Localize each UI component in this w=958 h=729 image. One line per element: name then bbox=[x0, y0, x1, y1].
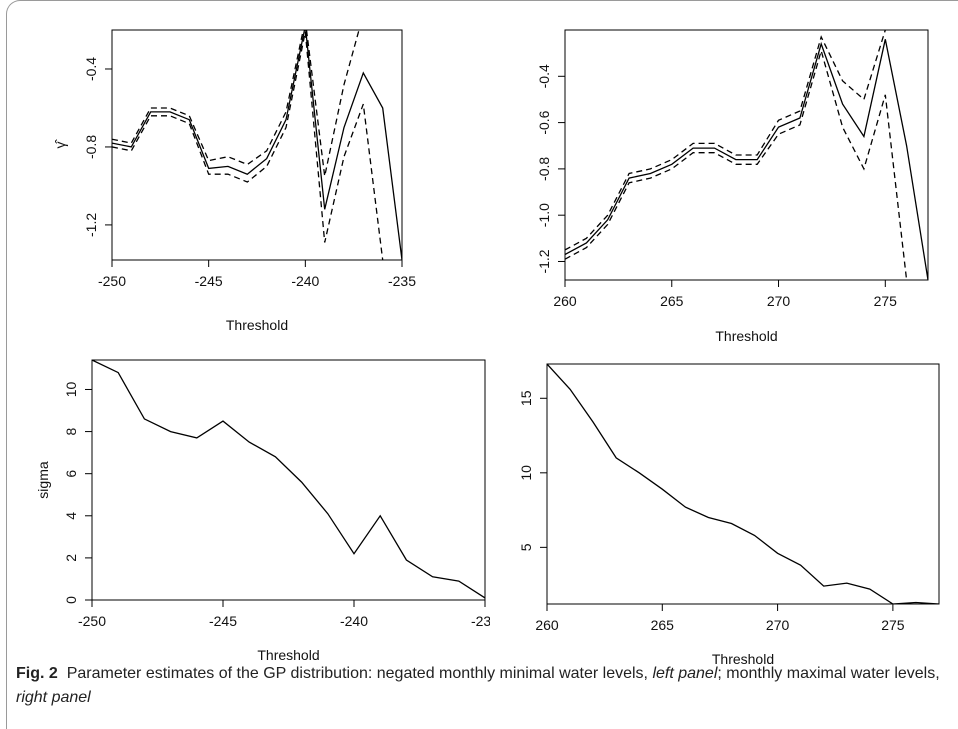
caption-left-panel: left panel bbox=[652, 665, 718, 682]
y-tick-label: 6 bbox=[63, 470, 79, 478]
y-tick-label: 4 bbox=[63, 512, 79, 520]
x-tick-label: -235 bbox=[388, 273, 416, 289]
confidence-band-line bbox=[112, 30, 360, 177]
x-tick-label: -245 bbox=[195, 273, 223, 289]
y-tick-label: 5 bbox=[518, 543, 534, 551]
estimate-line bbox=[92, 360, 485, 599]
x-tick-label: -250 bbox=[78, 613, 106, 629]
y-tick-label: 0 bbox=[63, 596, 79, 604]
y-tick-label: 8 bbox=[63, 427, 79, 435]
y-tick-label: -0.4 bbox=[83, 57, 99, 81]
plot-box bbox=[546, 363, 940, 605]
x-tick-label: 260 bbox=[553, 293, 577, 309]
confidence-band-line bbox=[565, 48, 908, 280]
x-tick-label: 265 bbox=[660, 293, 684, 309]
x-axis-label: Threshold bbox=[257, 647, 319, 663]
plot-box bbox=[91, 359, 486, 601]
x-tick-label: -250 bbox=[98, 273, 126, 289]
plot-box bbox=[564, 29, 929, 281]
y-axis-label: γ̂ bbox=[52, 139, 68, 149]
figure-label: Fig. 2 bbox=[16, 665, 58, 682]
y-tick-label: -0.8 bbox=[536, 157, 552, 181]
x-tick-label: 275 bbox=[881, 617, 905, 633]
y-tick-label: -1.2 bbox=[536, 249, 552, 273]
sigma-right-plot: 260 265 270 275 5 10 15 Threshold bbox=[518, 363, 940, 665]
estimate-line bbox=[112, 30, 402, 260]
x-tick-label: 265 bbox=[651, 617, 675, 633]
x-axis-label: Threshold bbox=[712, 651, 774, 665]
y-tick-label: -0.4 bbox=[536, 64, 552, 88]
y-tick-label: -0.6 bbox=[536, 110, 552, 134]
confidence-band-line bbox=[112, 31, 384, 260]
gamma-left-plot: -250 -245 -240 -235 -1.2 -0.8 -0.4 Threshold γ̂ bbox=[52, 29, 416, 333]
figure-frame bbox=[6, 0, 958, 729]
x-tick-label: 270 bbox=[767, 293, 791, 309]
caption-text-2: ; monthly maximal water levels, bbox=[717, 665, 940, 682]
y-tick-label: 10 bbox=[518, 465, 534, 481]
sigma-left-plot: -250 -245 -240 -235 0 2 4 6 8 10 Threshold sigma bbox=[35, 359, 490, 663]
x-tick-label: -240 bbox=[340, 613, 368, 629]
x-tick-label: 260 bbox=[535, 617, 559, 633]
confidence-band-line bbox=[565, 30, 886, 251]
x-tick-label: -240 bbox=[291, 273, 319, 289]
figure-caption: Fig. 2 Parameter estimates of the GP dis… bbox=[16, 662, 946, 710]
estimate-line bbox=[565, 39, 928, 280]
y-tick-label: -1.2 bbox=[83, 213, 99, 237]
x-axis-label: Threshold bbox=[715, 328, 777, 344]
x-tick-label: -235 bbox=[471, 613, 490, 629]
x-tick-label: 270 bbox=[766, 617, 790, 633]
plot-box bbox=[111, 29, 403, 261]
x-tick-label: -245 bbox=[209, 613, 237, 629]
y-tick-label: -0.8 bbox=[83, 135, 99, 159]
y-tick-label: 15 bbox=[518, 390, 534, 406]
y-tick-label: 2 bbox=[63, 554, 79, 562]
y-tick-label: -1.0 bbox=[536, 203, 552, 227]
gamma-right-plot: 260 265 270 275 -1.2 -1.0 -0.8 -0.6 -0.4 Threshol… bbox=[536, 29, 929, 344]
caption-text-1: Parameter estimates of the GP distributi… bbox=[66, 665, 653, 682]
x-axis-label: Threshold bbox=[226, 317, 288, 333]
estimate-line bbox=[547, 364, 939, 604]
x-tick-label: 275 bbox=[874, 293, 898, 309]
caption-right-panel: right panel bbox=[16, 689, 91, 706]
y-axis-label: sigma bbox=[35, 461, 51, 499]
y-tick-label: 10 bbox=[63, 381, 79, 397]
